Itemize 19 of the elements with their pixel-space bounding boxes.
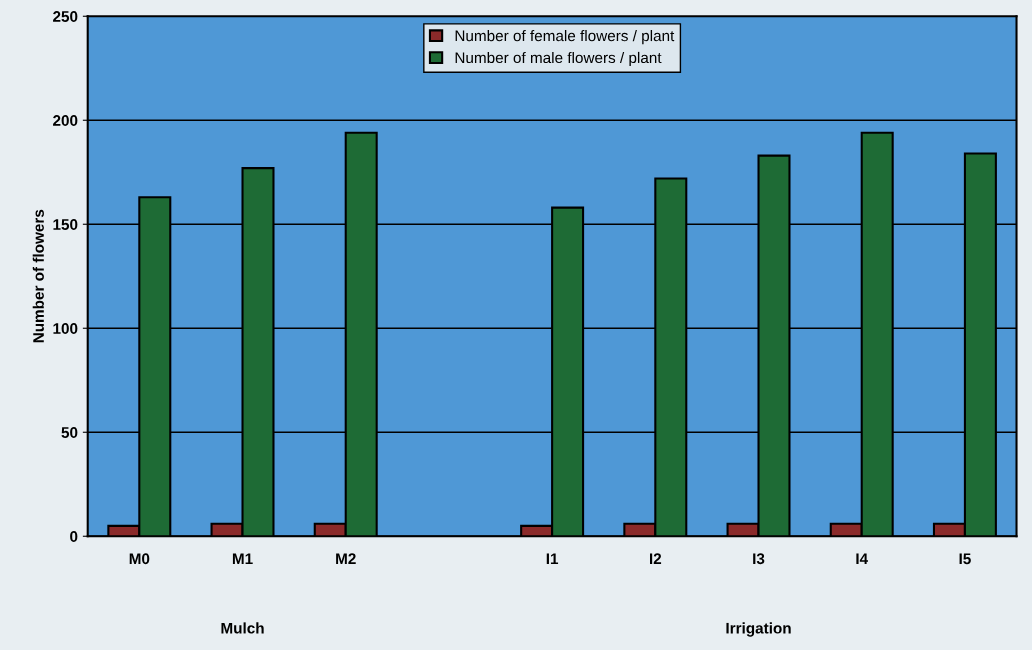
x-tick-label: I2 bbox=[649, 553, 662, 564]
text: Irrigation bbox=[726, 622, 791, 637]
y-tick-label: 150 bbox=[53, 219, 78, 230]
x-tick-label: I3 bbox=[753, 553, 765, 565]
y-tick-label: 50 bbox=[61, 427, 78, 438]
y-tick-label: 200 bbox=[53, 115, 78, 126]
y-tick-label: 250 bbox=[53, 11, 78, 22]
y-axis-title: Number of flowers bbox=[32, 209, 44, 343]
x-tick-label: I5 bbox=[959, 553, 971, 565]
x-tick-label: M2 bbox=[336, 553, 356, 564]
x-tick-label: I4 bbox=[856, 553, 869, 564]
legend-label: Number of male flowers / plant bbox=[455, 51, 662, 67]
text: Mulch bbox=[221, 622, 264, 634]
y-tick-label: 0 bbox=[70, 531, 78, 542]
x-tick-label: M0 bbox=[129, 553, 150, 565]
x-tick-label: I1 bbox=[546, 553, 559, 564]
x-tick-label: M1 bbox=[232, 553, 253, 564]
y-tick-label: 100 bbox=[53, 323, 78, 334]
legend-label: Number of female flowers / plant bbox=[455, 30, 675, 45]
